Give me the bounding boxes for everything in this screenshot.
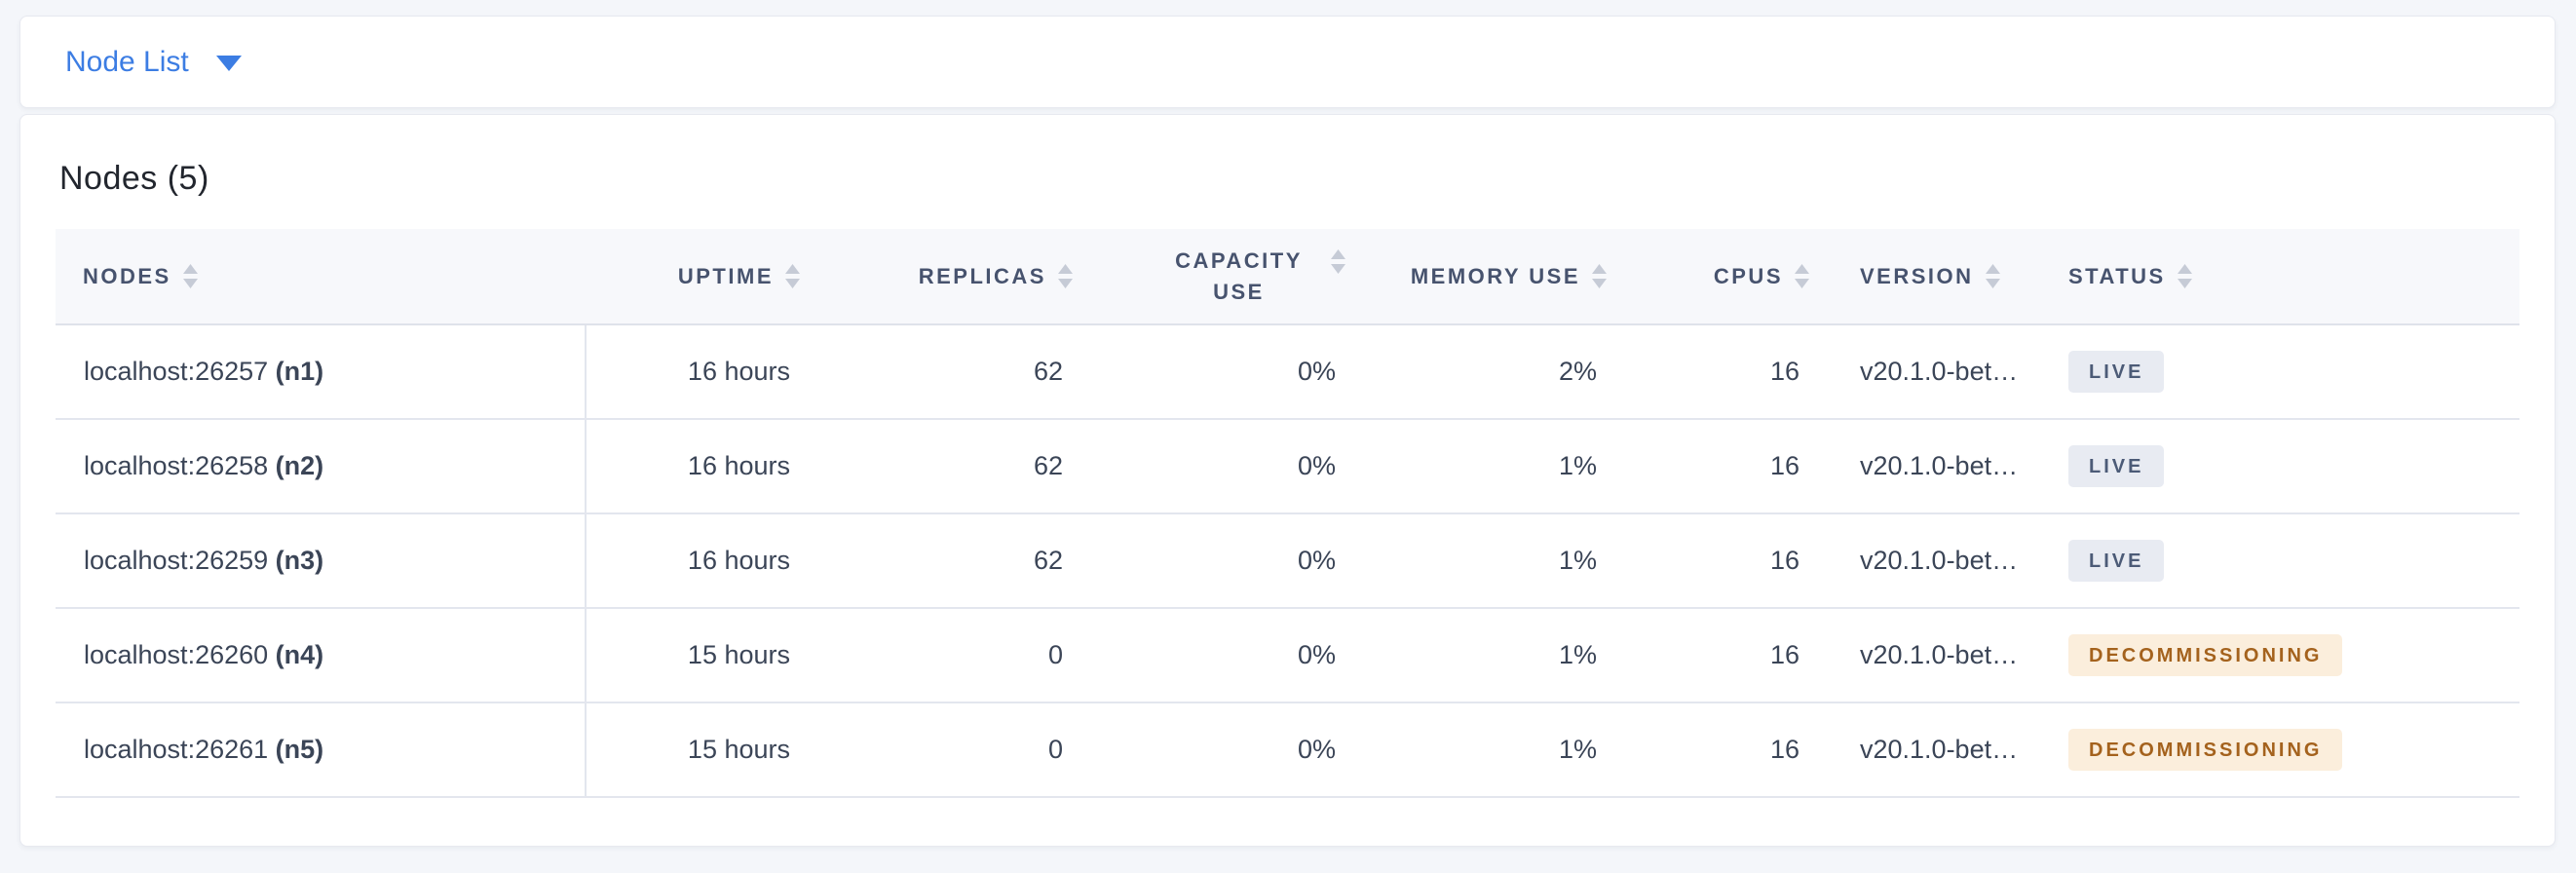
status-cell: LIVE: [2049, 324, 2519, 420]
table-row-node-4[interactable]: localhost:26260 (n4) 15 hours 0 0% 1% 16…: [56, 608, 2519, 703]
sort-icon[interactable]: [1985, 264, 2000, 288]
view-dropdown-label[interactable]: Node List: [65, 45, 189, 78]
uptime-cell: 15 hours: [585, 608, 806, 703]
node-id: (n3): [275, 546, 324, 575]
version-cell: v20.1.0-bet…: [1815, 608, 2049, 703]
column-label: CPUS: [1713, 263, 1783, 288]
uptime-cell: 15 hours: [585, 702, 806, 798]
column-header-version[interactable]: VERSION: [1815, 229, 2049, 325]
capacity-use-cell: 0%: [1079, 419, 1351, 514]
memory-use-cell: 1%: [1351, 702, 1612, 798]
column-label: NODES: [83, 263, 171, 288]
version-cell: v20.1.0-bet…: [1815, 419, 2049, 514]
replicas-cell: 62: [806, 324, 1079, 420]
sort-icon[interactable]: [785, 264, 800, 288]
sort-icon[interactable]: [1058, 264, 1073, 288]
status-badge: LIVE: [2068, 351, 2165, 393]
node-name-cell: localhost:26259 (n3): [56, 513, 586, 609]
column-label: VERSION: [1860, 263, 1974, 288]
column-header-cpus[interactable]: CPUS: [1612, 229, 1815, 325]
column-label: REPLICAS: [918, 263, 1046, 288]
replicas-cell: 0: [806, 702, 1079, 798]
memory-use-cell: 1%: [1351, 608, 1612, 703]
column-header-memory-use[interactable]: MEMORY USE: [1351, 229, 1612, 325]
cpus-cell: 16: [1612, 702, 1815, 798]
column-header-replicas[interactable]: REPLICAS: [806, 229, 1079, 325]
table-row-node-1[interactable]: localhost:26257 (n1) 16 hours 62 0% 2% 1…: [56, 324, 2519, 420]
capacity-use-cell: 0%: [1079, 608, 1351, 703]
node-id: (n1): [275, 357, 324, 386]
status-cell: LIVE: [2049, 513, 2519, 609]
cpus-cell: 16: [1612, 324, 1815, 420]
sort-icon[interactable]: [1795, 264, 1809, 288]
node-name-cell: localhost:26257 (n1): [56, 324, 586, 420]
column-header-uptime[interactable]: UPTIME: [586, 229, 806, 325]
column-label: MEMORY USE: [1410, 263, 1580, 288]
status-badge: LIVE: [2068, 540, 2165, 582]
table-row-node-5[interactable]: localhost:26261 (n5) 15 hours 0 0% 1% 16…: [56, 702, 2519, 798]
cpus-cell: 16: [1612, 513, 1815, 609]
version-cell: v20.1.0-bet…: [1815, 324, 2049, 420]
node-address: localhost:26259: [84, 546, 269, 575]
page-title: Nodes (5): [59, 160, 209, 197]
table-header-row: NODES UPTIME REPLICAS: [56, 229, 2519, 325]
capacity-use-cell: 0%: [1079, 324, 1351, 420]
version-cell: v20.1.0-bet…: [1815, 702, 2049, 798]
memory-use-cell: 1%: [1351, 419, 1612, 514]
node-name-cell: localhost:26260 (n4): [56, 608, 586, 703]
capacity-use-cell: 0%: [1079, 702, 1351, 798]
node-address: localhost:26261: [84, 735, 269, 764]
node-id: (n2): [275, 451, 324, 480]
view-selector-bar: Node List: [19, 16, 2556, 108]
memory-use-cell: 1%: [1351, 513, 1612, 609]
node-name-cell: localhost:26258 (n2): [56, 419, 586, 514]
nodes-panel: Nodes (5) NODES UPTIME: [19, 114, 2556, 847]
table-row-node-2[interactable]: localhost:26258 (n2) 16 hours 62 0% 1% 1…: [56, 419, 2519, 514]
uptime-cell: 16 hours: [585, 324, 806, 420]
node-id: (n4): [275, 640, 324, 669]
node-name-cell: localhost:26261 (n5): [56, 702, 586, 798]
caret-down-icon[interactable]: [215, 56, 242, 71]
node-id: (n5): [275, 735, 324, 764]
replicas-cell: 0: [806, 608, 1079, 703]
column-header-capacity-use[interactable]: CAPACITY USE: [1079, 229, 1351, 325]
uptime-cell: 16 hours: [585, 513, 806, 609]
replicas-cell: 62: [806, 513, 1079, 609]
node-address: localhost:26260: [84, 640, 269, 669]
cpus-cell: 16: [1612, 608, 1815, 703]
view-dropdown[interactable]: Node List: [65, 45, 242, 78]
node-address: localhost:26257: [84, 357, 269, 386]
column-header-nodes[interactable]: NODES: [56, 229, 586, 325]
capacity-use-cell: 0%: [1079, 513, 1351, 609]
memory-use-cell: 2%: [1351, 324, 1612, 420]
status-badge: DECOMMISSIONING: [2068, 729, 2343, 771]
status-cell: LIVE: [2049, 419, 2519, 514]
status-badge: LIVE: [2068, 445, 2165, 487]
status-badge: DECOMMISSIONING: [2068, 634, 2343, 676]
status-cell: DECOMMISSIONING: [2049, 702, 2519, 798]
table-row-node-3[interactable]: localhost:26259 (n3) 16 hours 62 0% 1% 1…: [56, 513, 2519, 609]
sort-icon[interactable]: [182, 264, 198, 288]
replicas-cell: 62: [806, 419, 1079, 514]
uptime-cell: 16 hours: [585, 419, 806, 514]
sort-icon[interactable]: [1331, 248, 1345, 274]
status-cell: DECOMMISSIONING: [2049, 608, 2519, 703]
sort-icon[interactable]: [2177, 264, 2192, 288]
sort-icon[interactable]: [1592, 264, 1607, 288]
column-header-status[interactable]: STATUS: [2049, 229, 2519, 325]
node-list-table: NODES UPTIME REPLICAS: [56, 229, 2519, 798]
column-label: CAPACITY USE: [1175, 247, 1303, 304]
cpus-cell: 16: [1612, 419, 1815, 514]
node-address: localhost:26258: [84, 451, 269, 480]
column-label: UPTIME: [677, 263, 774, 288]
column-label: STATUS: [2068, 263, 2166, 288]
version-cell: v20.1.0-bet…: [1815, 513, 2049, 609]
